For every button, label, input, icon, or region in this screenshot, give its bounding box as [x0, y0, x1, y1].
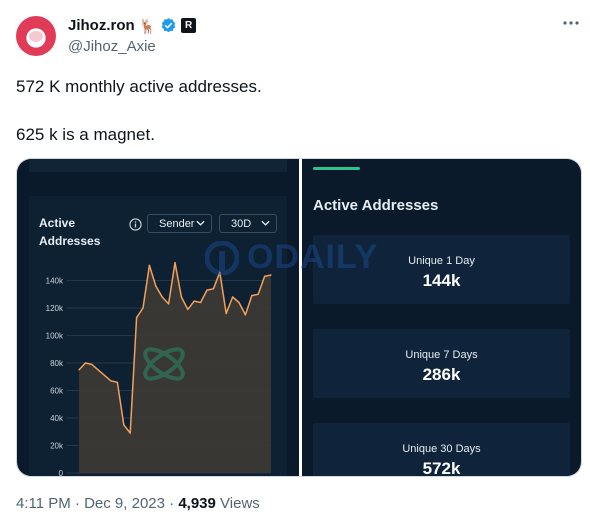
stat-label: Unique 1 Day — [408, 255, 475, 267]
data-point — [244, 314, 246, 316]
y-tick-label: 120k — [46, 304, 64, 313]
data-point — [129, 432, 131, 434]
period-dropdown[interactable]: 30D — [219, 214, 277, 233]
stat-card-30-days: Unique 30 Days 572k — [313, 423, 570, 477]
data-point — [148, 264, 150, 266]
odaily-watermark: ODAILY — [205, 238, 378, 277]
data-point — [232, 296, 234, 298]
stat-card-7-days: Unique 7 Days 286k — [313, 329, 570, 398]
chevron-down-icon — [261, 220, 270, 226]
info-icon — [129, 218, 142, 231]
data-point — [104, 374, 106, 376]
data-point — [270, 274, 272, 276]
author-handle[interactable]: @Jihoz_Axie — [68, 38, 156, 55]
view-count: 4,939 — [178, 495, 216, 512]
chart-panel: Active Addresses Sender 30D 0 20k 40k 60k 80… — [17, 159, 299, 477]
data-point — [174, 262, 176, 264]
stat-label: Unique 7 Days — [405, 349, 478, 361]
display-name[interactable]: Jihoz.ron — [68, 17, 135, 34]
author-name-row: Jihoz.ron 🦌 R — [68, 17, 197, 34]
period-dropdown-label: 30D — [231, 217, 252, 230]
data-point — [97, 369, 99, 371]
avatar[interactable] — [16, 16, 56, 56]
data-point — [206, 289, 208, 291]
separator: · — [74, 495, 80, 512]
data-point — [264, 275, 266, 277]
stat-value: 144k — [422, 271, 461, 290]
chart-title: Active Addresses — [39, 216, 101, 248]
data-point — [116, 381, 118, 383]
tweet-time[interactable]: 4:11 PM — [16, 495, 71, 512]
data-point — [251, 295, 253, 297]
data-point — [257, 293, 259, 295]
data-point — [136, 317, 138, 319]
tweet-date[interactable]: Dec 9, 2023 — [84, 495, 165, 512]
data-point — [155, 285, 157, 287]
data-point — [168, 303, 170, 305]
y-tick-label: 40k — [50, 414, 64, 423]
watermark-text: ODAILY — [247, 238, 379, 276]
stat-label: Unique 30 Days — [402, 443, 481, 455]
chevron-down-icon — [196, 220, 205, 226]
y-tick-label: 60k — [50, 387, 64, 396]
sender-dropdown-label: Sender — [159, 217, 195, 230]
separator: · — [169, 495, 175, 512]
data-point — [123, 424, 125, 426]
data-point — [212, 288, 214, 290]
tweet-line-1: 572 K monthly active addresses. — [16, 77, 262, 96]
tweet-meta: 4:11 PM · Dec 9, 2023 · 4,939 Views — [16, 495, 260, 512]
data-point — [84, 362, 86, 364]
data-point — [200, 301, 202, 304]
data-point — [193, 300, 195, 302]
odaily-logo-icon — [205, 240, 239, 275]
y-tick-label: 20k — [50, 442, 64, 451]
stat-value: 286k — [422, 365, 461, 384]
more-options-icon[interactable] — [562, 18, 580, 28]
data-point — [238, 301, 240, 304]
chart-card: Active Addresses Sender 30D 0 20k 40k 60k 80… — [29, 196, 287, 477]
tweet-media-image[interactable]: Active Addresses Sender 30D 0 20k 40k 60k 80… — [16, 158, 582, 477]
views-label: Views — [220, 495, 260, 512]
data-point — [219, 271, 221, 273]
data-point — [225, 312, 227, 315]
tweet-line-2: 625 k is a magnet. — [16, 125, 155, 144]
panel-top-strip — [29, 159, 287, 172]
deer-emoji: 🦌 — [138, 17, 157, 34]
stat-card-1-day: Unique 1 Day 144k — [313, 235, 570, 304]
y-tick-label: 100k — [46, 332, 64, 341]
data-point — [78, 369, 80, 371]
data-point — [180, 296, 182, 298]
data-point — [161, 296, 163, 298]
stats-title: Active Addresses — [313, 197, 439, 214]
data-point — [91, 363, 93, 365]
stats-panel: Active Addresses Unique 1 Day 144k Uniqu… — [302, 159, 581, 477]
accent-bar — [313, 167, 360, 170]
data-point — [187, 308, 189, 310]
affiliate-badge-icon[interactable]: R — [181, 18, 197, 33]
data-point — [142, 307, 144, 309]
active-addresses-chart: 0 20k 40k 60k 80k 100k 120k 140k — [46, 261, 272, 477]
data-point — [110, 380, 112, 382]
verified-badge-icon[interactable] — [160, 17, 177, 34]
stat-value: 572k — [422, 459, 461, 477]
ronin-logo-icon — [143, 347, 185, 381]
y-tick-label: 80k — [50, 359, 64, 368]
y-tick-label: 0 — [59, 469, 64, 477]
tweet-text: 572 K monthly active addresses. 625 k is… — [16, 75, 262, 171]
y-tick-label: 140k — [46, 277, 64, 286]
sender-dropdown[interactable]: Sender — [147, 214, 212, 233]
